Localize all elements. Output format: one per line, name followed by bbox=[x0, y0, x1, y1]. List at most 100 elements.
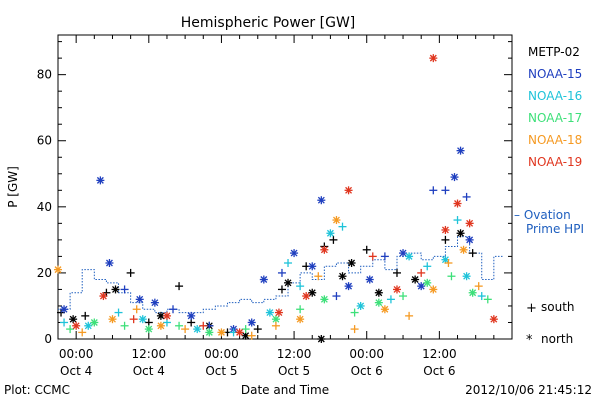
south-marker-metp-02 bbox=[277, 285, 286, 294]
y-tick-label: 40 bbox=[37, 200, 52, 214]
marker-stroke bbox=[145, 325, 153, 333]
south-marker-metp-02 bbox=[81, 311, 90, 320]
south-marker-noaa-19 bbox=[417, 268, 426, 277]
x-axis-label: Date and Time bbox=[241, 383, 329, 397]
north-marker-noaa-15 bbox=[259, 275, 268, 284]
south-marker-noaa-15 bbox=[169, 305, 178, 314]
marker-stroke bbox=[157, 312, 165, 320]
north-marker-noaa-16 bbox=[405, 252, 414, 261]
south-marker-noaa-16 bbox=[296, 282, 305, 291]
north-marker-metp-02 bbox=[411, 275, 420, 284]
south-marker-noaa-16 bbox=[453, 216, 462, 225]
legend-entry-metp-02: METP-02 bbox=[528, 45, 580, 59]
marker-stroke bbox=[411, 276, 419, 283]
south-marker-noaa-17 bbox=[447, 272, 456, 281]
north-marker-noaa-18 bbox=[332, 216, 341, 225]
south-marker-noaa-15 bbox=[462, 192, 471, 201]
marker-stroke bbox=[84, 322, 92, 330]
satellite-markers bbox=[54, 54, 498, 343]
north-marker-noaa-15 bbox=[399, 249, 408, 258]
marker-stroke bbox=[308, 262, 316, 270]
marker-stroke bbox=[423, 279, 431, 287]
marker-stroke bbox=[457, 147, 465, 155]
north-marker-noaa-16 bbox=[84, 321, 93, 330]
north-marker-noaa-19 bbox=[274, 308, 283, 317]
marker-stroke bbox=[320, 246, 328, 254]
south-marker-noaa-16 bbox=[284, 259, 293, 267]
x-tick-label-date: Oct 4 bbox=[60, 364, 92, 378]
marker-stroke bbox=[405, 252, 413, 260]
south-marker-noaa-16 bbox=[423, 262, 432, 271]
x-tick-label-time: 00:00 bbox=[59, 347, 94, 361]
north-marker-noaa-15 bbox=[60, 305, 69, 314]
north-marker-noaa-15 bbox=[465, 235, 474, 244]
north-marker-noaa-19 bbox=[392, 285, 401, 294]
marker-stroke bbox=[272, 315, 280, 323]
north-marker-noaa-16 bbox=[356, 301, 365, 310]
south-marker-noaa-16 bbox=[386, 295, 395, 304]
south-marker-noaa-17 bbox=[175, 321, 184, 330]
legend-south-label: south bbox=[541, 300, 575, 314]
south-marker-metp-02 bbox=[329, 235, 338, 244]
south-marker-noaa-18 bbox=[247, 331, 256, 340]
south-marker-noaa-18 bbox=[132, 305, 141, 314]
marker-stroke bbox=[317, 196, 325, 204]
marker-stroke bbox=[99, 292, 107, 300]
marker-stroke bbox=[112, 285, 119, 293]
north-marker-metp-02 bbox=[347, 259, 356, 267]
north-marker-metp-02 bbox=[69, 315, 78, 324]
marker-stroke bbox=[460, 246, 468, 254]
marker-stroke bbox=[326, 229, 334, 237]
x-tick-label-time: 12:00 bbox=[132, 347, 167, 361]
legend-entry-noaa-15: NOAA-15 bbox=[528, 67, 582, 81]
marker-stroke bbox=[72, 322, 80, 330]
north-marker-noaa-19 bbox=[302, 292, 311, 301]
legend-north-label: north bbox=[541, 332, 573, 346]
north-marker-noaa-16 bbox=[193, 325, 202, 334]
north-marker-metp-02 bbox=[308, 288, 317, 297]
marker-stroke bbox=[157, 322, 165, 330]
south-marker-noaa-15 bbox=[441, 186, 450, 195]
marker-stroke bbox=[345, 186, 353, 194]
marker-stroke bbox=[236, 328, 244, 336]
marker-stroke bbox=[105, 259, 113, 267]
south-marker-noaa-18 bbox=[405, 311, 414, 320]
north-marker-noaa-16 bbox=[138, 315, 147, 324]
marker-stroke bbox=[451, 173, 458, 181]
marker-stroke bbox=[345, 282, 353, 290]
south-marker-noaa-18 bbox=[181, 325, 190, 334]
south-marker-noaa-18 bbox=[78, 328, 87, 337]
y-tick-label: 80 bbox=[37, 68, 52, 82]
marker-stroke bbox=[290, 249, 298, 257]
north-marker-noaa-19 bbox=[99, 292, 108, 301]
marker-stroke bbox=[60, 305, 68, 313]
south-marker-metp-02 bbox=[468, 249, 477, 258]
north-marker-noaa-15 bbox=[344, 282, 353, 291]
north-marker-noaa-15 bbox=[135, 295, 144, 304]
south-marker-noaa-18 bbox=[271, 321, 280, 330]
marker-stroke bbox=[441, 256, 449, 264]
north-marker-noaa-19 bbox=[72, 321, 81, 330]
marker-stroke bbox=[317, 335, 325, 343]
x-tick-label-date: Oct 4 bbox=[133, 364, 165, 378]
north-marker-noaa-17 bbox=[320, 295, 329, 304]
north-marker-noaa-15 bbox=[456, 146, 465, 155]
north-marker-noaa-17 bbox=[205, 328, 214, 337]
north-marker-noaa-16 bbox=[326, 229, 335, 238]
north-marker-noaa-17 bbox=[468, 288, 477, 297]
legend-model-line1: – Ovation bbox=[514, 208, 571, 222]
north-marker-metp-02 bbox=[317, 335, 326, 343]
south-marker-noaa-18 bbox=[314, 272, 323, 281]
marker-stroke bbox=[96, 176, 104, 184]
marker-stroke bbox=[163, 312, 171, 320]
south-marker-metp-02 bbox=[392, 268, 401, 277]
south-marker-noaa-19 bbox=[368, 252, 377, 261]
marker-stroke bbox=[302, 292, 310, 300]
south-marker-noaa-19 bbox=[129, 315, 138, 324]
north-marker-noaa-15 bbox=[187, 311, 196, 320]
legend-entry-noaa-19: NOAA-19 bbox=[528, 155, 582, 169]
marker-stroke bbox=[151, 299, 159, 307]
marker-stroke bbox=[217, 328, 225, 336]
south-marker-metp-02 bbox=[126, 268, 135, 277]
x-tick-label-date: Oct 5 bbox=[278, 364, 310, 378]
